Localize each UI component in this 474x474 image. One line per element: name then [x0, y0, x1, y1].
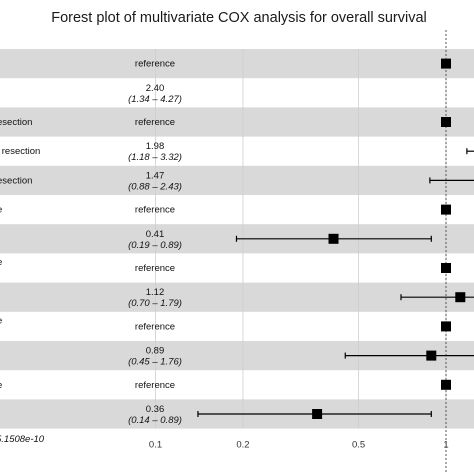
- estimate-label: 1.98: [146, 141, 165, 152]
- x-tick-label: 0.5: [352, 440, 365, 451]
- hr-point: [441, 117, 451, 127]
- hr-point: [312, 409, 323, 419]
- row-band: [0, 107, 474, 137]
- ci-label: (0.45 – 1.76): [128, 357, 182, 368]
- chart-title: Forest plot of multivariate COX analysis…: [51, 10, 427, 26]
- hr-point: [441, 204, 451, 215]
- hr-point: [441, 321, 451, 332]
- row-label: esection: [0, 117, 32, 128]
- ci-label: (1.18 – 3.32): [128, 152, 182, 163]
- ci-label: (0.19 – 0.89): [128, 240, 182, 251]
- hr-point: [441, 263, 451, 273]
- x-tick-label: 1: [443, 440, 448, 451]
- estimate-label: 0.41: [146, 229, 165, 240]
- estimate-label: reference: [135, 205, 175, 216]
- estimate-label: reference: [135, 117, 175, 128]
- ci-label: (0.88 – 2.43): [128, 181, 182, 192]
- row-label: e: [0, 205, 2, 216]
- estimate-label: 2.40: [146, 83, 165, 94]
- x-tick-label: 0.2: [236, 440, 249, 451]
- ci-label: (0.70 – 1.79): [128, 298, 182, 309]
- estimate-label: reference: [135, 263, 175, 274]
- estimate-label: reference: [135, 59, 175, 70]
- hr-point: [426, 350, 437, 361]
- row-label: esection: [0, 175, 32, 186]
- estimate-label: 0.36: [146, 404, 165, 415]
- row-band: [0, 282, 474, 312]
- hr-point: [441, 58, 451, 69]
- hr-point: [441, 379, 451, 390]
- row-label: e: [0, 257, 2, 268]
- ci-label: (1.34 – 4.27): [128, 94, 182, 105]
- row-band: [0, 165, 474, 195]
- row-label: e: [0, 315, 2, 326]
- x-axis: 0.1 0.2 0.5 1: [149, 440, 449, 451]
- estimate-label: reference: [135, 321, 175, 332]
- estimate-label: reference: [135, 380, 175, 391]
- x-tick-label: 0.1: [149, 440, 162, 451]
- estimate-label: 1.12: [146, 287, 165, 298]
- estimate-label: 1.47: [146, 170, 165, 181]
- row-label: e: [0, 380, 2, 391]
- hr-point: [328, 233, 339, 244]
- row-label: l resection: [0, 146, 40, 157]
- estimate-label: 0.89: [146, 346, 165, 357]
- hr-point: [455, 292, 466, 303]
- footnote: 5.1508e-10: [0, 434, 45, 445]
- ci-label: (0.14 – 0.89): [128, 415, 182, 426]
- row-band: [0, 49, 474, 79]
